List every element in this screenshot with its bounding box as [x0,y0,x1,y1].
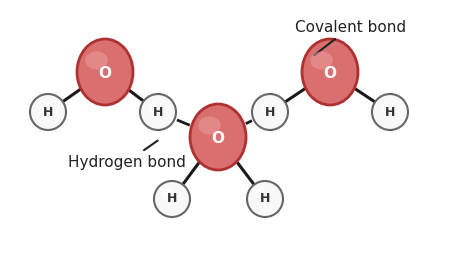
Circle shape [154,181,190,217]
Ellipse shape [85,51,108,69]
Text: H: H [260,193,270,206]
Circle shape [162,188,173,199]
Text: Covalent bond: Covalent bond [295,19,406,55]
Circle shape [148,101,159,112]
Ellipse shape [190,104,246,170]
Circle shape [260,101,271,112]
Circle shape [380,101,391,112]
Ellipse shape [302,39,358,105]
Text: O: O [99,66,112,81]
Text: O: O [324,66,336,81]
Circle shape [30,94,66,130]
Text: H: H [265,105,275,119]
Circle shape [247,181,283,217]
Ellipse shape [311,51,333,69]
Text: H: H [385,105,395,119]
Text: Hydrogen bond: Hydrogen bond [68,141,186,170]
Circle shape [252,94,288,130]
Text: H: H [153,105,163,119]
Circle shape [372,94,408,130]
Text: H: H [43,105,53,119]
Text: O: O [212,131,224,146]
Circle shape [38,101,49,112]
Circle shape [255,188,266,199]
Ellipse shape [77,39,133,105]
Ellipse shape [198,116,221,135]
Circle shape [140,94,176,130]
Text: H: H [167,193,177,206]
